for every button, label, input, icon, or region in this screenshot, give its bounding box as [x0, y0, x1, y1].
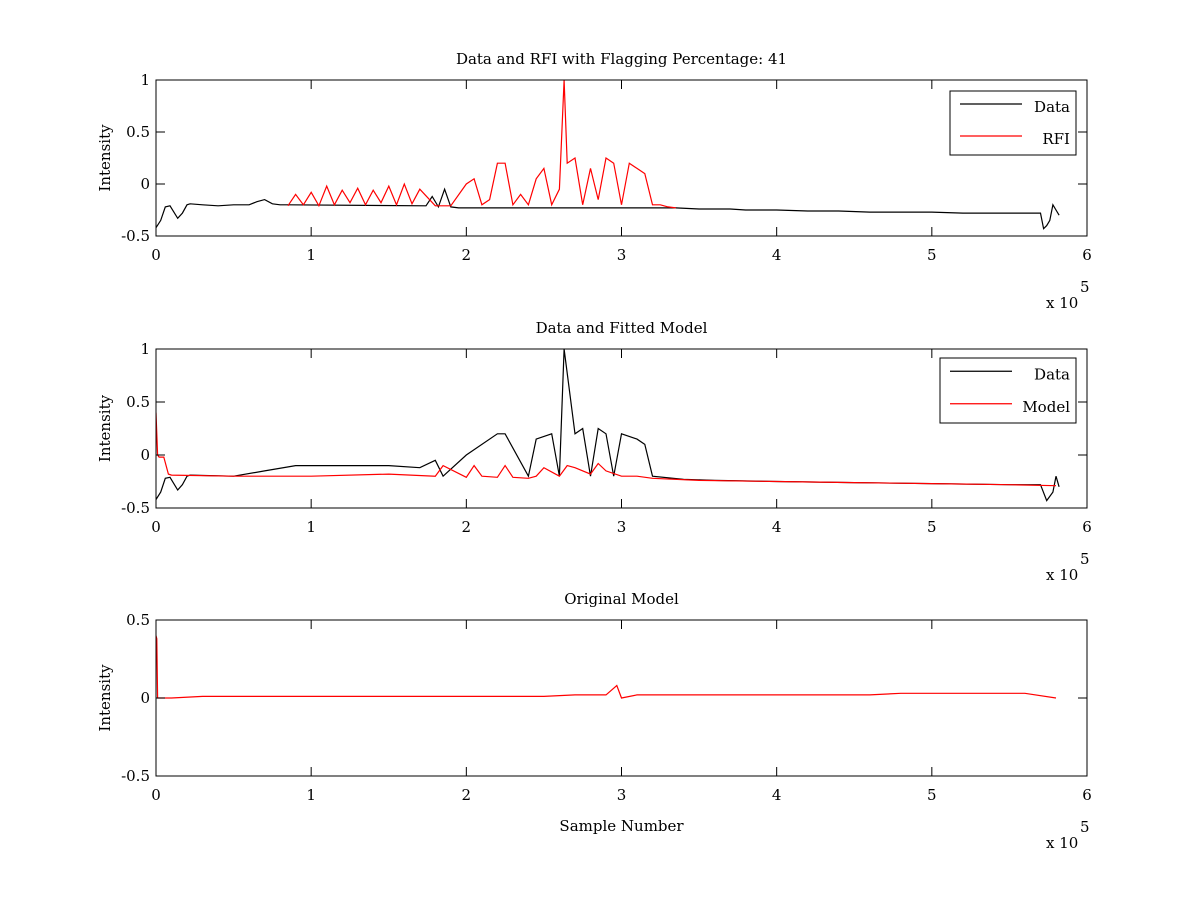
series-line-data: [156, 187, 1060, 230]
x-tick-label: 4: [772, 246, 782, 264]
x-scale-label: x 10: [1046, 834, 1078, 852]
x-tick-label: 6: [1082, 246, 1092, 264]
x-tick-label: 0: [151, 786, 161, 804]
x-tick-label: 4: [772, 786, 782, 804]
legend: Data Model: [939, 357, 1077, 424]
y-tick-label: 0.5: [126, 123, 150, 141]
legend-label: Data: [1034, 98, 1070, 116]
x-scale-label: x 10: [1046, 566, 1078, 584]
subplot-title: Original Model: [564, 590, 679, 608]
x-tick-label: 3: [617, 246, 627, 264]
x-tick-label: 0: [151, 246, 161, 264]
y-axis-label: Intensity: [96, 664, 114, 732]
x-scale-exponent: 5: [1080, 278, 1090, 296]
legend-label: Model: [1022, 398, 1070, 416]
x-scale-label: x 10: [1046, 294, 1078, 312]
plot-area: [156, 349, 1087, 508]
plot-area: [156, 80, 1087, 236]
x-tick-label: 4: [772, 518, 782, 536]
y-axis-label: Intensity: [96, 394, 114, 462]
x-axis-label: Sample Number: [559, 817, 684, 835]
y-tick-label: -0.5: [121, 499, 150, 517]
x-tick-label: 3: [617, 786, 627, 804]
y-tick-label: 0.5: [126, 393, 150, 411]
subplot-title: Data and RFI with Flagging Percentage: 4…: [456, 50, 787, 68]
y-tick-label: 0: [140, 689, 150, 707]
x-tick-label: 5: [927, 786, 937, 804]
legend-box: [949, 90, 1077, 156]
y-tick-label: 0.5: [126, 611, 150, 629]
series-line-model: [156, 412, 1057, 487]
x-tick-label: 5: [927, 518, 937, 536]
y-tick-label: 1: [140, 340, 150, 358]
series-line-model: [156, 635, 1057, 699]
legend: Data RFI: [949, 90, 1077, 156]
y-axis-label: Intensity: [96, 124, 114, 192]
x-tick-label: 6: [1082, 786, 1092, 804]
y-tick-label: 0: [140, 175, 150, 193]
x-tick-label: 6: [1082, 518, 1092, 536]
y-tick-label: 1: [140, 71, 150, 89]
x-tick-label: 3: [617, 518, 627, 536]
x-scale-exponent: 5: [1080, 818, 1090, 836]
x-scale-exponent: 5: [1080, 550, 1090, 568]
legend-label: RFI: [1042, 130, 1070, 148]
x-tick-label: 2: [462, 786, 472, 804]
subplot-title: Data and Fitted Model: [536, 319, 708, 337]
x-tick-label: 5: [927, 246, 937, 264]
x-tick-label: 1: [306, 786, 316, 804]
x-tick-label: 1: [306, 518, 316, 536]
legend-label: Data: [1034, 365, 1070, 383]
legend-box: [939, 357, 1077, 424]
x-tick-label: 1: [306, 246, 316, 264]
series-line-rfi: [287, 80, 676, 209]
x-tick-label: 2: [462, 246, 472, 264]
y-tick-label: 0: [140, 446, 150, 464]
x-tick-label: 2: [462, 518, 472, 536]
y-tick-label: -0.5: [121, 767, 150, 785]
x-tick-label: 0: [151, 518, 161, 536]
y-tick-label: -0.5: [121, 227, 150, 245]
